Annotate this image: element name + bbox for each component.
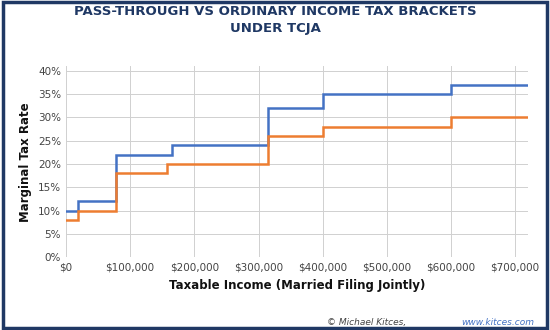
Y-axis label: Marginal Tax Rate: Marginal Tax Rate xyxy=(19,102,32,221)
X-axis label: Taxable Income (Married Filing Jointly): Taxable Income (Married Filing Jointly) xyxy=(169,279,425,292)
Text: PASS-THROUGH VS ORDINARY INCOME TAX BRACKETS
UNDER TCJA: PASS-THROUGH VS ORDINARY INCOME TAX BRAC… xyxy=(74,5,476,35)
Text: © Michael Kitces,: © Michael Kitces, xyxy=(327,318,409,327)
Text: www.kitces.com: www.kitces.com xyxy=(461,318,535,327)
Legend: Married Couple's Tax Rate, Pass-Through Rate: Married Couple's Tax Rate, Pass-Through … xyxy=(143,324,451,330)
